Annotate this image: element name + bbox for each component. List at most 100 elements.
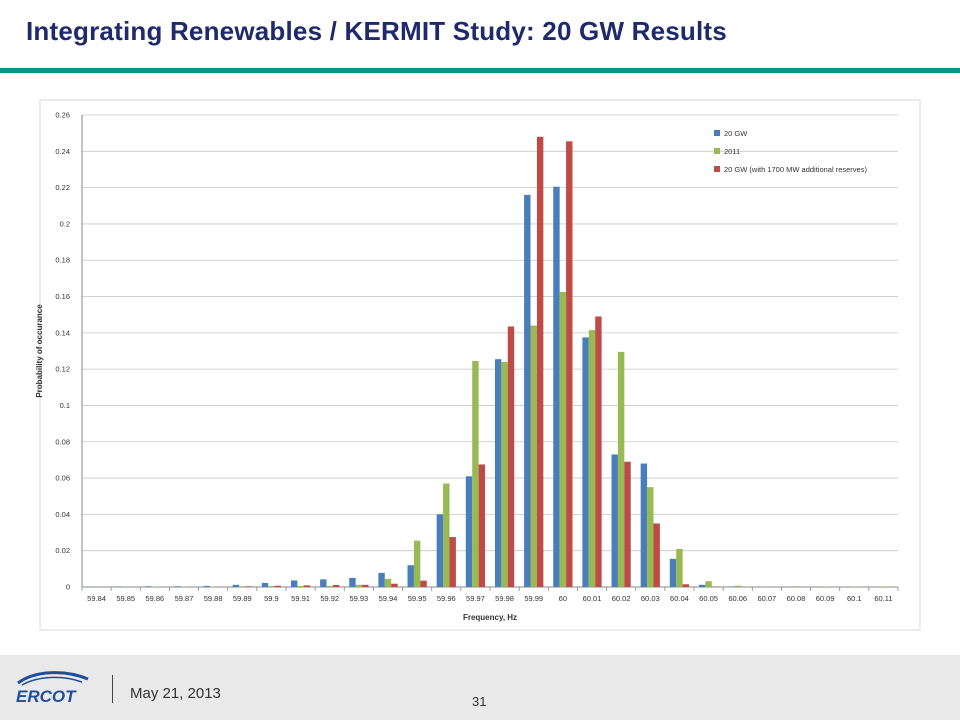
title-rule <box>0 68 960 73</box>
bar <box>407 565 414 587</box>
bar <box>669 558 677 587</box>
bar <box>303 585 311 587</box>
y-tick-label: 0.06 <box>55 474 70 483</box>
bar <box>705 581 712 587</box>
bar <box>362 584 369 587</box>
bar <box>763 586 771 587</box>
bar <box>617 351 625 587</box>
bar <box>209 586 217 587</box>
bar <box>145 586 152 587</box>
bar <box>174 586 181 587</box>
x-tick-label: 60.08 <box>787 594 806 603</box>
bar <box>478 464 486 587</box>
footer-date: May 21, 2013 <box>130 685 221 702</box>
slide-title: Integrating Renewables / KERMIT Study: 2… <box>26 16 727 46</box>
x-tick-label: 59.84 <box>87 594 106 603</box>
legend-label: 20 GW (with 1700 MW additional reserves) <box>724 165 867 174</box>
x-tick-label: 59.94 <box>379 594 398 603</box>
bar <box>553 186 560 587</box>
x-tick-label: 59.92 <box>320 594 339 603</box>
x-tick-label: 59.89 <box>233 594 252 603</box>
legend-swatch <box>714 130 720 136</box>
x-tick-label: 59.98 <box>495 594 514 603</box>
x-tick-label: 59.97 <box>466 594 485 603</box>
footer: ERCOT May 21, 2013 31 <box>0 655 960 720</box>
bar <box>268 586 275 587</box>
bar <box>821 586 829 587</box>
svg-text:ERCOT: ERCOT <box>16 687 77 705</box>
bar <box>734 585 741 587</box>
bar <box>326 585 333 587</box>
bar <box>536 136 544 587</box>
legend-label: 20 GW <box>724 129 748 138</box>
y-tick-label: 0.08 <box>55 437 70 446</box>
bar <box>391 583 398 587</box>
x-tick-label: 59.96 <box>437 594 456 603</box>
bar <box>420 580 427 587</box>
x-tick-label: 59.87 <box>175 594 194 603</box>
bar <box>501 361 508 587</box>
bar <box>624 461 631 587</box>
x-tick-label: 59.95 <box>408 594 427 603</box>
bar <box>653 523 660 587</box>
x-tick-label: 59.93 <box>349 594 368 603</box>
y-tick-label: 0.24 <box>55 147 70 156</box>
x-tick-label: 59.99 <box>524 594 543 603</box>
ercot-logo: ERCOT <box>16 671 89 705</box>
x-tick-label: 60.04 <box>670 594 689 603</box>
bar <box>566 141 573 588</box>
y-tick-label: 0.02 <box>55 546 70 555</box>
bar <box>332 585 340 587</box>
legend-label: 2011 <box>724 147 740 156</box>
x-tick-label: 60.02 <box>612 594 631 603</box>
y-tick-label: 0.1 <box>60 401 70 410</box>
bar <box>640 463 648 587</box>
bar <box>261 583 269 587</box>
bar <box>378 572 385 587</box>
y-tick-label: 0.04 <box>55 510 70 519</box>
bar <box>245 586 252 587</box>
bar <box>384 578 392 587</box>
bar <box>588 330 596 587</box>
y-tick-label: 0.22 <box>55 183 70 192</box>
bar <box>465 476 473 587</box>
legend: 20 GW 2011 20 GW (with 1700 MW additional … <box>714 129 867 174</box>
bar <box>274 585 282 587</box>
bar <box>443 483 450 587</box>
x-tick-label: 60.1 <box>847 594 862 603</box>
bar <box>524 194 531 587</box>
page-number: 31 <box>472 694 487 709</box>
bar <box>232 584 240 587</box>
bar <box>413 540 421 587</box>
bar <box>582 337 589 587</box>
y-tick-label: 0.2 <box>60 219 70 228</box>
x-tick-label: 60 <box>559 594 567 603</box>
bar <box>676 548 683 587</box>
bar <box>728 586 735 587</box>
legend-swatch <box>714 166 720 172</box>
y-tick-label: 0.18 <box>55 256 70 265</box>
y-tick-label: 0 <box>66 583 70 592</box>
bar-chart: 0 0.02 0.04 0.06 0.08 0.1 0.12 0.14 0.16 0.18 0.2 0… <box>35 99 921 631</box>
legend-swatch <box>714 148 720 154</box>
bar <box>290 580 298 587</box>
bar <box>611 454 618 587</box>
x-tick-label: 60.11 <box>874 594 892 603</box>
bar <box>436 514 444 587</box>
x-tick-label: 60.07 <box>757 594 776 603</box>
chart-area: 0 0.02 0.04 0.06 0.08 0.1 0.12 0.14 0.16 0.18 0.2 0… <box>0 90 960 650</box>
bar <box>647 487 654 587</box>
bar <box>792 586 800 587</box>
x-tick-label: 60.05 <box>699 594 718 603</box>
y-tick-label: 0.14 <box>55 328 70 337</box>
bar <box>472 360 479 587</box>
bar <box>203 585 210 587</box>
footer-divider <box>112 675 113 703</box>
bar <box>494 359 502 587</box>
bar <box>349 577 356 587</box>
x-tick-label: 60.06 <box>728 594 747 603</box>
bar <box>320 579 327 587</box>
x-tick-label: 60.01 <box>583 594 602 603</box>
bar <box>297 585 304 587</box>
x-tick-label: 59.9 <box>264 594 279 603</box>
